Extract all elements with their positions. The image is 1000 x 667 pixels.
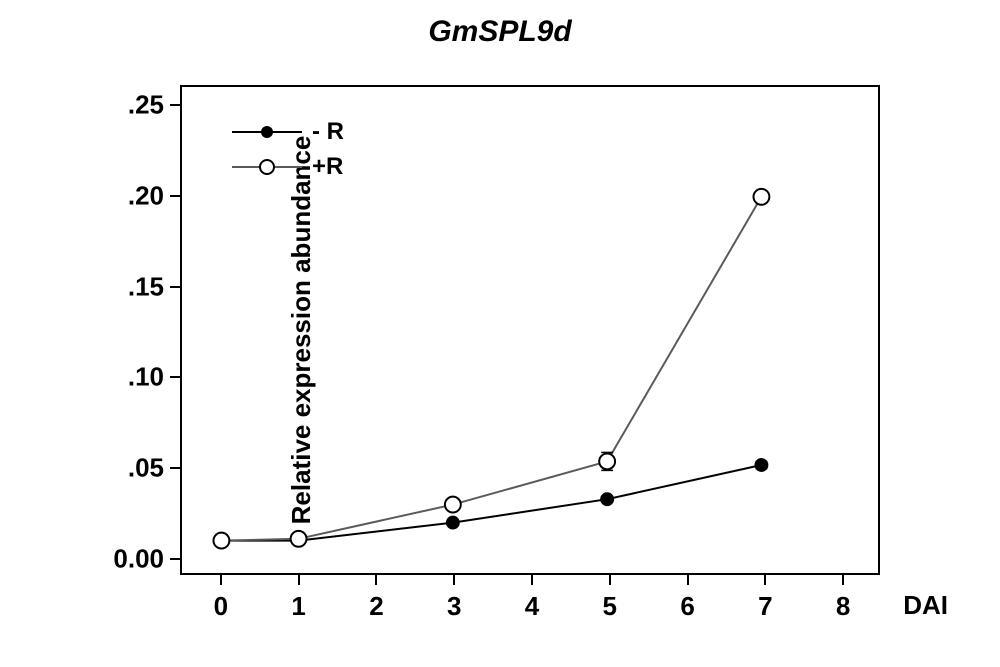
y-tick-label: .05 [128, 453, 164, 484]
plot-area: Relative expression abundance DAI - R+R … [180, 85, 880, 575]
x-tick-label: 0 [214, 591, 228, 622]
x-axis-title: DAI [903, 590, 948, 621]
marker-minus_R [601, 493, 613, 505]
y-tick-label: .25 [128, 90, 164, 121]
y-tick [170, 104, 182, 106]
y-tick [170, 286, 182, 288]
x-tick [687, 573, 689, 585]
x-tick-label: 2 [369, 591, 383, 622]
series-line-minus_R [221, 465, 761, 541]
x-tick-label: 1 [291, 591, 305, 622]
x-tick [375, 573, 377, 585]
y-tick [170, 467, 182, 469]
x-tick [453, 573, 455, 585]
y-tick-label: .10 [128, 362, 164, 393]
x-tick [764, 573, 766, 585]
x-tick [298, 573, 300, 585]
chart-container: Relative expression abundance DAI - R+R … [100, 70, 910, 630]
marker-plus_R [291, 531, 307, 547]
data-lines [182, 87, 878, 573]
y-tick-label: 0.00 [113, 543, 164, 574]
x-tick-label: 6 [680, 591, 694, 622]
y-tick [170, 376, 182, 378]
x-tick [531, 573, 533, 585]
y-tick [170, 558, 182, 560]
x-tick-label: 5 [603, 591, 617, 622]
y-tick-label: .20 [128, 180, 164, 211]
x-tick [220, 573, 222, 585]
marker-minus_R [755, 459, 767, 471]
marker-minus_R [447, 517, 459, 529]
marker-plus_R [445, 497, 461, 513]
marker-plus_R [599, 453, 615, 469]
chart-title: GmSPL9d [428, 15, 571, 49]
x-tick [842, 573, 844, 585]
x-tick-label: 3 [447, 591, 461, 622]
x-tick-label: 7 [758, 591, 772, 622]
series-line-plus_R [221, 197, 761, 541]
marker-plus_R [753, 189, 769, 205]
marker-plus_R [213, 533, 229, 549]
x-tick-label: 4 [525, 591, 539, 622]
x-tick [609, 573, 611, 585]
y-tick-label: .15 [128, 271, 164, 302]
x-tick-label: 8 [836, 591, 850, 622]
y-tick [170, 195, 182, 197]
